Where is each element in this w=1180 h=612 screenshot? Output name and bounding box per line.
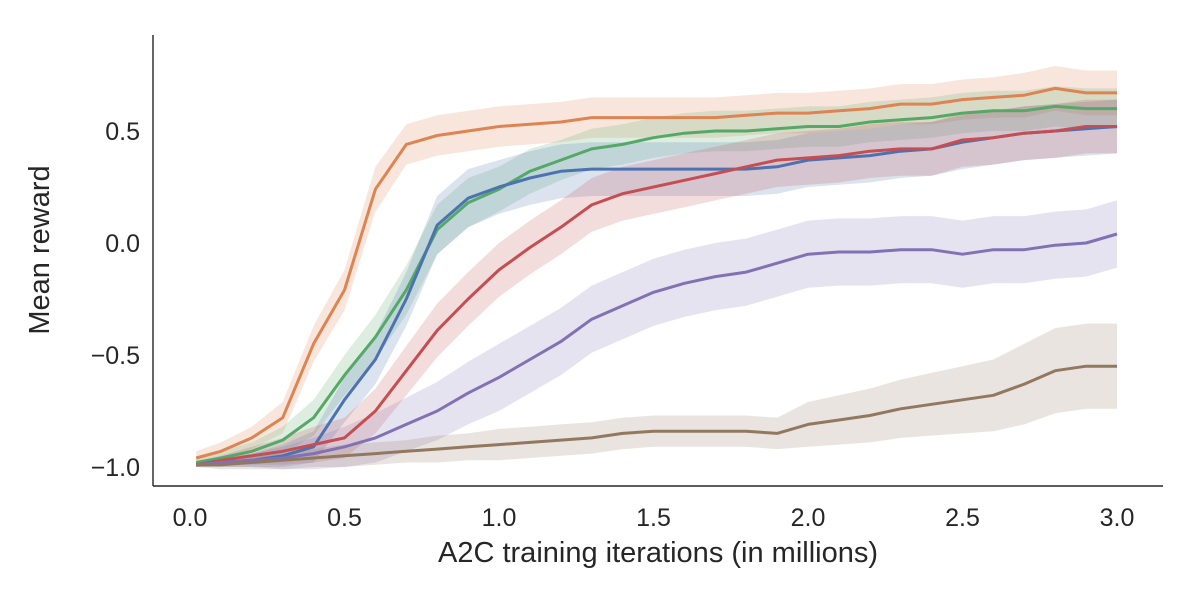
series-line-brown bbox=[196, 364, 1117, 467]
y-tick-label: 0.5 bbox=[105, 118, 140, 146]
confidence-bands bbox=[196, 66, 1117, 470]
x-tick-label: 1.5 bbox=[636, 504, 671, 532]
x-tick-label: 2.0 bbox=[791, 504, 826, 532]
y-tick-label: −0.5 bbox=[91, 342, 140, 370]
band-blue bbox=[196, 99, 1117, 467]
x-tick-labels: 0.0 0.5 1.0 1.5 2.0 2.5 3.0 bbox=[173, 504, 1135, 532]
x-tick-label: 2.5 bbox=[945, 504, 980, 532]
series-line-purple bbox=[196, 232, 1118, 467]
band-orange bbox=[196, 66, 1117, 465]
y-tick-label: 0.0 bbox=[105, 230, 140, 258]
band-purple bbox=[196, 200, 1117, 470]
series-lines bbox=[195, 86, 1118, 467]
series-line-orange bbox=[195, 86, 1117, 460]
x-tick-label: 0.0 bbox=[173, 504, 208, 532]
x-tick-label: 1.0 bbox=[482, 504, 517, 532]
series-line-red bbox=[195, 125, 1117, 467]
band-brown bbox=[196, 323, 1117, 470]
x-tick-label: 0.5 bbox=[327, 504, 362, 532]
x-tick-label: 3.0 bbox=[1100, 504, 1135, 532]
x-axis-label: A2C training iterations (in millions) bbox=[438, 537, 878, 569]
y-tick-label: −1.0 bbox=[91, 454, 140, 482]
band-red bbox=[196, 99, 1117, 467]
y-tick-labels: −1.0 −0.5 0.0 0.5 bbox=[91, 118, 140, 482]
y-axis-label: Mean reward bbox=[24, 165, 56, 334]
band-green bbox=[196, 86, 1117, 467]
series-line-blue bbox=[196, 125, 1118, 467]
series-line-green bbox=[195, 104, 1117, 464]
